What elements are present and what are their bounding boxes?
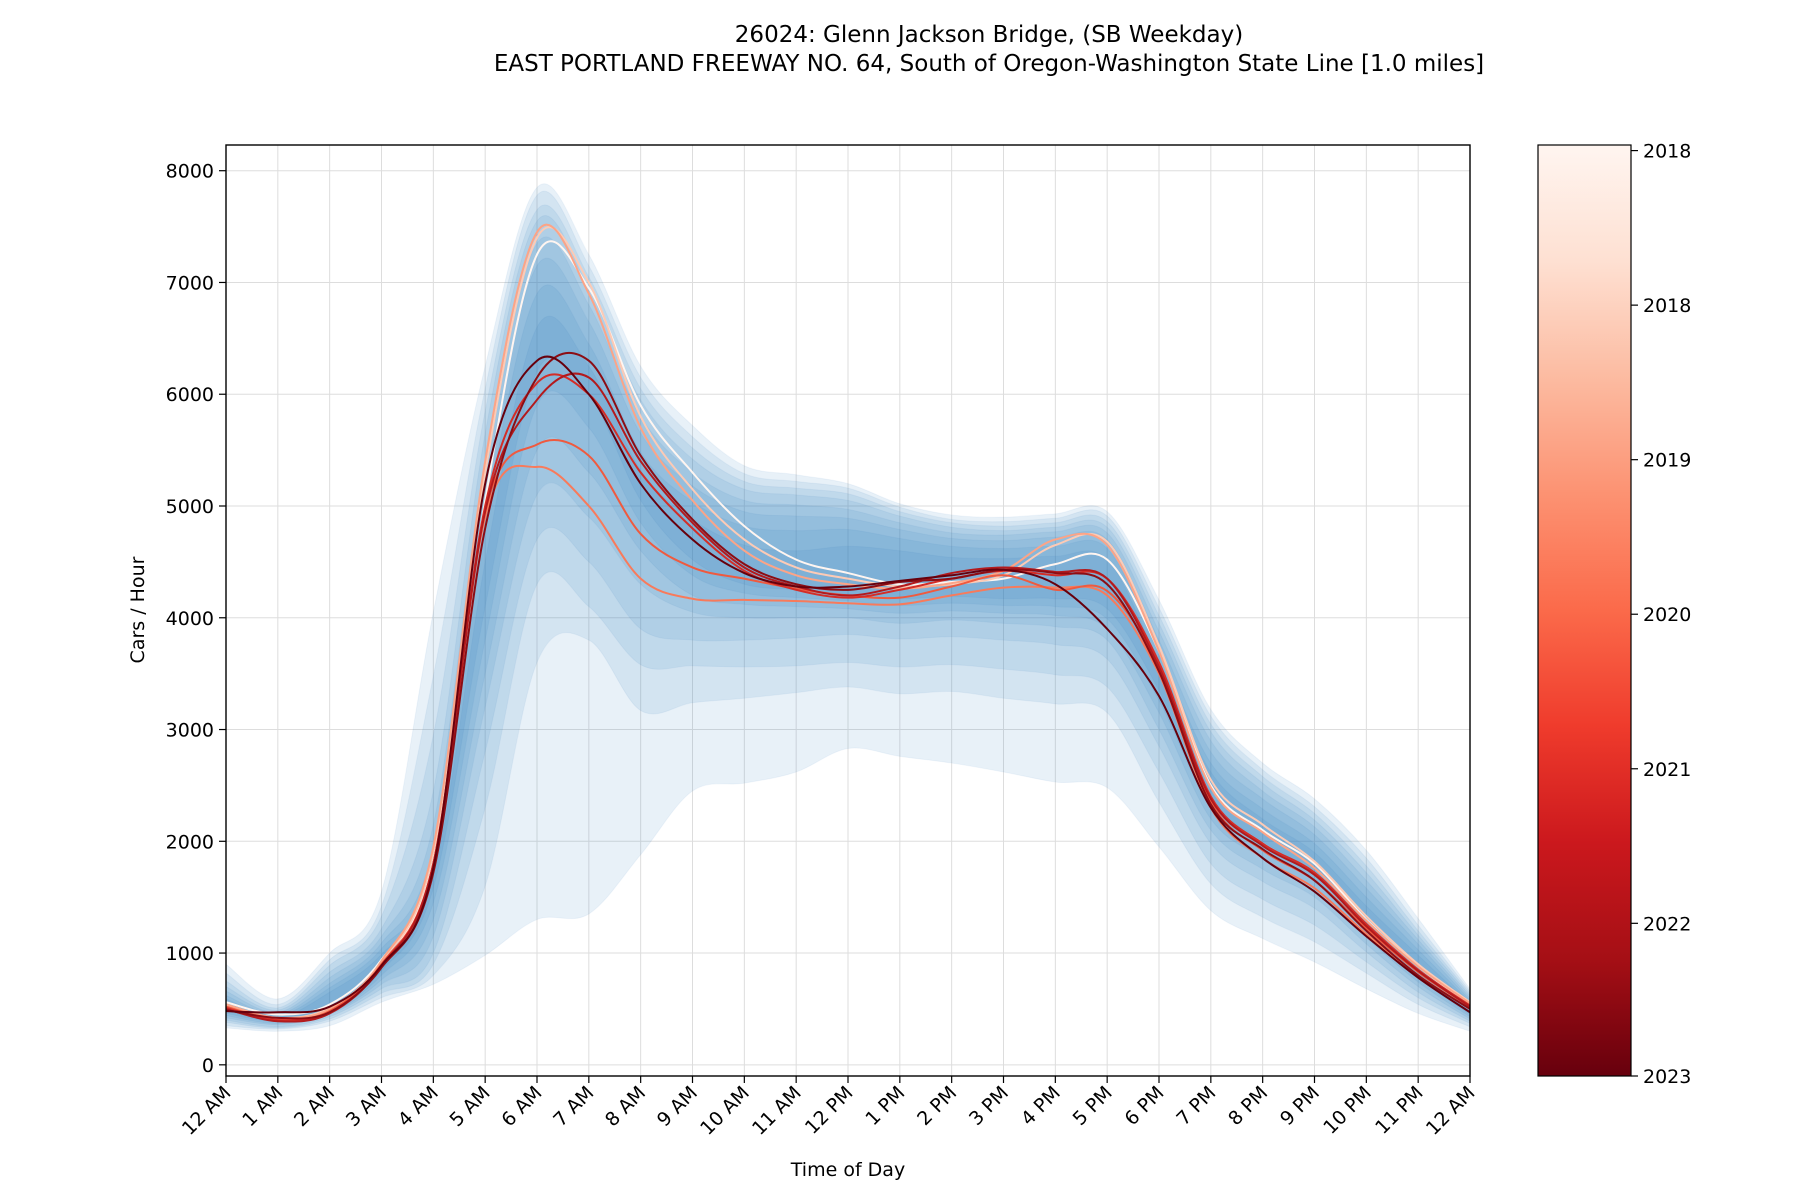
colorbar: 2018 2018 2019 2020 2021 2022 2023 xyxy=(1537,141,1691,1088)
chart-subtitle: EAST PORTLAND FREEWAY NO. 64, South of O… xyxy=(494,51,1484,77)
x-axis: 12 AM 1 AM 2 AM 3 AM 4 AM 5 AM 6 AM 7 AM 8 AM 9 A… xyxy=(178,1076,1480,1140)
x-tick-label: 8 PM xyxy=(1224,1082,1272,1130)
x-tick-label: 3 AM xyxy=(342,1082,391,1131)
x-tick-label: 3 PM xyxy=(965,1082,1013,1130)
colorbar-tick-label: 2018 xyxy=(1643,141,1691,163)
colorbar-tick-label: 2023 xyxy=(1643,1066,1691,1088)
y-axis: 0 1000 2000 3000 4000 5000 6000 7000 8000 xyxy=(166,161,226,1077)
x-tick-label: 2 AM xyxy=(290,1082,339,1131)
x-tick-label: 9 PM xyxy=(1276,1082,1324,1130)
x-tick-label: 12 AM xyxy=(178,1082,236,1140)
x-tick-label: 7 AM xyxy=(549,1082,598,1131)
y-tick-label: 3000 xyxy=(166,720,214,742)
x-tick-label: 10 PM xyxy=(1319,1082,1376,1139)
percentile-band xyxy=(226,236,1470,1026)
y-tick-label: 1000 xyxy=(166,943,214,965)
percentile-band xyxy=(226,215,1470,1028)
series-lines xyxy=(226,223,1470,1023)
percentile-band xyxy=(226,183,1470,1032)
x-tick-label: 11 PM xyxy=(1371,1082,1428,1139)
y-tick-label: 0 xyxy=(202,1055,214,1077)
x-tick-label: 4 PM xyxy=(1017,1082,1065,1130)
x-tick-label: 6 AM xyxy=(497,1082,546,1131)
percentile-band xyxy=(226,257,1470,1024)
colorbar-tick-label: 2022 xyxy=(1643,913,1691,935)
x-tick-label: 7 PM xyxy=(1172,1082,1220,1130)
x-axis-label: Time of Day xyxy=(790,1159,905,1181)
x-tick-label: 12 AM xyxy=(1422,1082,1480,1140)
series-line xyxy=(226,223,1470,1020)
x-tick-label: 5 AM xyxy=(446,1082,495,1131)
chart-title: 26024: Glenn Jackson Bridge, (SB Weekday… xyxy=(735,22,1243,48)
y-tick-label: 7000 xyxy=(166,272,214,294)
x-tick-label: 12 PM xyxy=(801,1082,858,1139)
colorbar-gradient xyxy=(1537,144,1632,1077)
colorbar-ticks: 2018 2018 2019 2020 2021 2022 2023 xyxy=(1631,141,1691,1088)
colorbar-tick-label: 2021 xyxy=(1643,759,1691,781)
y-tick-label: 6000 xyxy=(166,384,214,406)
series-line xyxy=(226,355,1470,1014)
x-tick-label: 1 AM xyxy=(238,1082,287,1131)
x-tick-label: 5 PM xyxy=(1069,1082,1117,1130)
y-tick-label: 8000 xyxy=(166,161,214,183)
grid-lines xyxy=(225,145,1471,1076)
percentile-band xyxy=(226,204,1470,1029)
x-tick-label: 2 PM xyxy=(913,1082,961,1130)
y-tick-label: 4000 xyxy=(166,608,214,630)
x-tick-label: 8 AM xyxy=(601,1082,650,1131)
colorbar-tick-label: 2020 xyxy=(1643,604,1691,626)
x-tick-label: 11 AM xyxy=(748,1082,806,1140)
x-tick-label: 9 AM xyxy=(653,1082,702,1131)
x-tick-label: 4 AM xyxy=(394,1082,443,1131)
x-tick-label: 1 PM xyxy=(861,1082,909,1130)
x-tick-label: 6 PM xyxy=(1120,1082,1168,1130)
y-axis-label: Cars / Hour xyxy=(127,556,149,663)
y-tick-label: 5000 xyxy=(166,496,214,518)
y-tick-label: 2000 xyxy=(166,831,214,853)
colorbar-tick-label: 2019 xyxy=(1643,450,1691,472)
x-tick-label: 10 AM xyxy=(696,1082,754,1140)
colorbar-tick-label: 2018 xyxy=(1643,295,1691,317)
percentile-band xyxy=(226,284,1470,1023)
